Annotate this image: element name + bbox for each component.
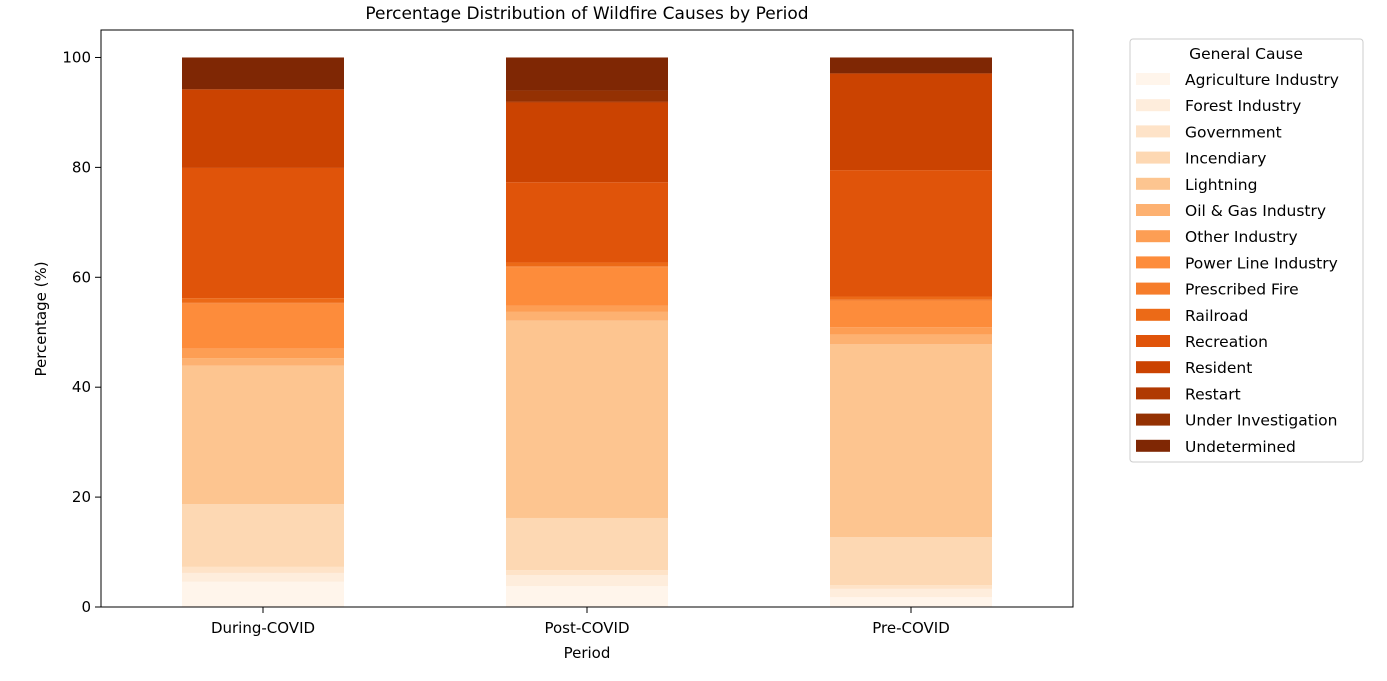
legend-swatch: [1136, 230, 1170, 243]
legend-items: Agriculture Industry Forest Industry Gover…: [1136, 71, 1339, 456]
legend-label: Resident: [1185, 359, 1252, 377]
legend-swatch: [1136, 125, 1170, 138]
bar-segment: [506, 262, 668, 267]
legend-label: Undetermined: [1185, 438, 1296, 456]
bar-segment: [506, 182, 668, 263]
bar-segment: [182, 581, 344, 607]
legend-swatch: [1136, 177, 1170, 190]
legend-label: Recreation: [1185, 333, 1268, 351]
legend-swatch: [1136, 439, 1170, 452]
legend-label: Power Line Industry: [1185, 254, 1338, 272]
legend-swatch: [1136, 151, 1170, 164]
bar-segment: [182, 572, 344, 582]
legend-label: Lightning: [1185, 176, 1257, 194]
bar-segment: [182, 57, 344, 90]
legend-swatch: [1136, 361, 1170, 374]
bar-segment: [506, 311, 668, 321]
bar-segment: [506, 90, 668, 102]
y-tick-label: 20: [72, 488, 91, 506]
bar-segment: [506, 320, 668, 518]
legend-swatch: [1136, 73, 1170, 85]
bar-segment: [182, 298, 344, 303]
bar-segment: [506, 586, 668, 607]
legend-swatch: [1136, 413, 1170, 426]
y-tick-label: 100: [62, 48, 91, 66]
bar-segment: [182, 167, 344, 299]
legend-swatch: [1136, 204, 1170, 216]
bar-segment: [830, 537, 992, 586]
bar-segment: [506, 57, 668, 91]
legend-swatch: [1136, 335, 1170, 347]
x-axis-title: Period: [564, 644, 611, 662]
bar-segment: [830, 334, 992, 345]
y-tick-label: 60: [72, 268, 91, 286]
legend-label: Other Industry: [1185, 228, 1298, 246]
y-tick-label: 0: [81, 598, 91, 616]
bar-segment: [830, 299, 992, 301]
bar-segment: [506, 305, 668, 312]
bar-segment: [182, 504, 344, 567]
bar-segment: [182, 348, 344, 359]
legend-swatch: [1136, 308, 1170, 321]
bar-segment: [182, 365, 344, 505]
bar-segment: [830, 597, 992, 607]
bar-segment: [506, 266, 668, 268]
legend-swatch: [1136, 387, 1170, 400]
legend-label: Agriculture Industry: [1185, 71, 1339, 89]
y-axis-title: Percentage (%): [32, 261, 50, 376]
x-tick-label: During-COVID: [211, 619, 315, 637]
bar-segment: [830, 296, 992, 300]
bars-layer: [182, 57, 992, 607]
legend-frame: [1129, 38, 1364, 463]
legend-title: General Cause: [1189, 45, 1303, 63]
chart-title: Percentage Distribution of Wildfire Caus…: [365, 4, 808, 24]
legend-swatch: [1136, 256, 1170, 269]
legend-label: Prescribed Fire: [1185, 281, 1299, 299]
legend-label: Forest Industry: [1185, 97, 1301, 115]
legend-swatch: [1136, 282, 1170, 295]
bar-segment: [506, 517, 668, 571]
bar-segment: [830, 170, 992, 297]
y-axis: 0 20 40 60 80 100: [62, 48, 101, 616]
bar-segment: [830, 57, 992, 74]
legend-label: Incendiary: [1185, 150, 1266, 168]
x-axis: During-COVID Post-COVID Pre-COVID: [211, 607, 950, 637]
legend-label: Under Investigation: [1185, 412, 1337, 430]
bar-segment: [506, 101, 668, 103]
bar-segment: [506, 267, 668, 306]
bar-segment: [506, 570, 668, 576]
legend-label: Oil & Gas Industry: [1185, 202, 1326, 220]
bar-segment: [830, 300, 992, 328]
bar-segment: [830, 585, 992, 589]
x-tick-label: Post-COVID: [544, 619, 629, 637]
bar-segment: [506, 575, 668, 587]
bar-segment: [182, 566, 344, 573]
legend-label: Railroad: [1185, 307, 1248, 325]
bar-segment: [182, 358, 344, 366]
legend-label: Government: [1185, 123, 1282, 141]
legend-swatch: [1136, 99, 1170, 112]
bar-segment: [830, 73, 992, 171]
bar-segment: [830, 588, 992, 598]
legend: General Cause Agriculture Industry Forest…: [1129, 38, 1364, 463]
bar-segment: [182, 302, 344, 304]
bar-segment: [830, 344, 992, 538]
bar-segment: [506, 102, 668, 183]
y-tick-label: 80: [72, 158, 91, 176]
bar-segment: [182, 89, 344, 168]
legend-label: Restart: [1185, 385, 1241, 403]
x-tick-label: Pre-COVID: [872, 619, 950, 637]
bar-segment: [182, 303, 344, 349]
y-tick-label: 40: [72, 378, 91, 396]
bar-segment: [830, 327, 992, 335]
